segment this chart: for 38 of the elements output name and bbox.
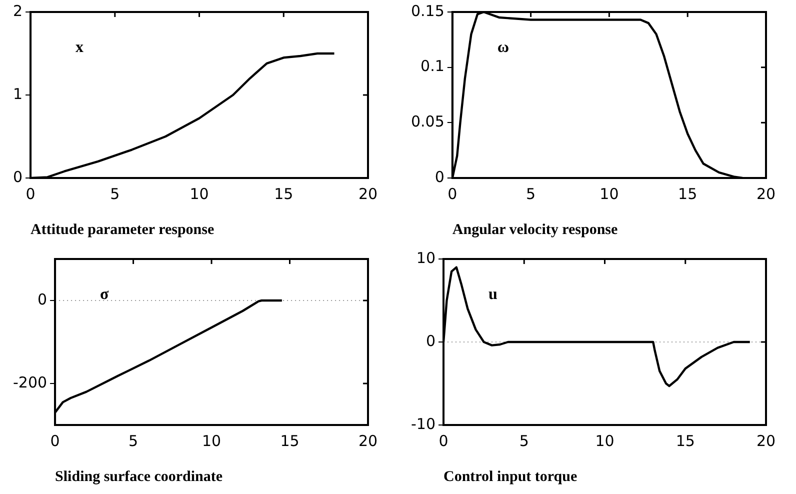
y-tick-label: 2 (12, 2, 23, 20)
y-tick-label: -200 (12, 373, 48, 392)
y-tick-label: 0 (12, 168, 23, 186)
x-axis-title: Attitude parameter response (30, 222, 214, 238)
x-tick-label: 15 (280, 432, 300, 450)
annotation: x (76, 39, 84, 56)
x-axis-title: Sliding surface coordinate (55, 468, 223, 485)
y-tick-label: 0.05 (410, 112, 444, 131)
x-tick-label: 20 (358, 432, 378, 450)
x-tick-label: 20 (756, 432, 776, 450)
x-tick-label: 10 (190, 184, 209, 203)
y-tick-label: 1 (12, 84, 23, 103)
x-tick-label: 5 (110, 184, 120, 203)
y-tick-label: 0.15 (410, 2, 444, 20)
x-axis-title: Angular velocity response (452, 222, 618, 238)
y-tick-label: 10 (416, 248, 436, 267)
x-axis-title: Control input torque (444, 468, 578, 485)
x-tick-label: 20 (358, 184, 378, 203)
x-tick-label: 15 (274, 184, 294, 203)
y-tick-label: -10 (411, 414, 436, 433)
x-tick-label: 15 (678, 184, 698, 203)
x-tick-label: 5 (519, 432, 529, 450)
x-tick-label: 10 (595, 432, 614, 450)
x-tick-label: 0 (26, 184, 36, 203)
annotation: ω (497, 39, 510, 56)
y-tick-label: 0.1 (420, 57, 444, 76)
x-tick-label: 5 (128, 432, 138, 450)
x-tick-label: 20 (756, 184, 776, 203)
x-tick-label: 0 (50, 432, 60, 450)
y-tick-label: 0 (426, 332, 436, 350)
x-tick-label: 0 (448, 184, 458, 203)
x-tick-label: 10 (202, 432, 222, 450)
y-tick-label: 0 (434, 168, 444, 186)
annotation: u (488, 286, 498, 303)
x-tick-label: 10 (600, 184, 619, 203)
x-tick-label: 5 (526, 184, 536, 203)
x-tick-label: 15 (676, 432, 695, 450)
annotation: σ (100, 286, 110, 303)
